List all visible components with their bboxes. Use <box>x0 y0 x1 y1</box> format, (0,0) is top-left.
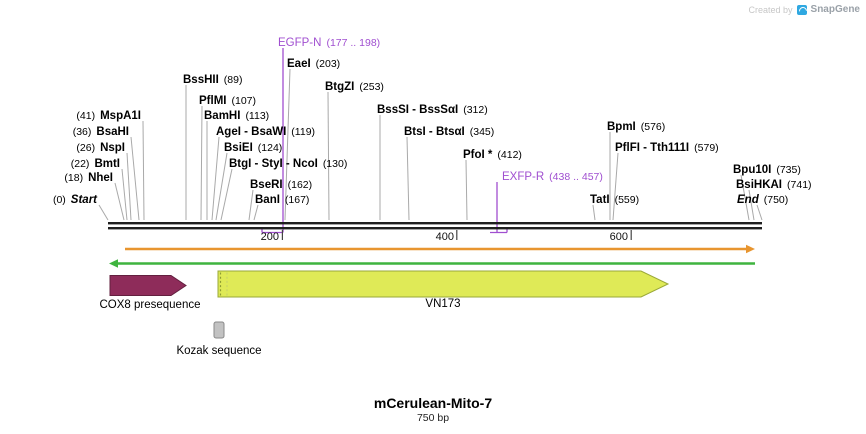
site-label-bsihkai[interactable]: BsiHKAI (741) <box>736 179 812 191</box>
site-label-agei-bsawi[interactable]: AgeI - BsaWI (119) <box>216 126 316 138</box>
primer-name: EXFP-R <box>502 171 545 183</box>
site-label-btsi[interactable]: BtsI - BtsαI (345) <box>404 126 495 138</box>
cox8-presequence-arrow[interactable] <box>109 275 187 296</box>
site-label-mspa1i[interactable]: (41) MspA1I <box>76 110 141 122</box>
site-label-bamhi[interactable]: BamHI (113) <box>204 110 270 122</box>
primer-range: (438 .. 457) <box>549 171 603 183</box>
site-label-tati[interactable]: TatI (559) <box>590 194 640 206</box>
ruler-label-600: 600 <box>609 231 628 243</box>
leader-lines <box>98 68 763 221</box>
snapgene-logo-icon <box>796 4 807 15</box>
site-label-bmti[interactable]: (22) BmtI <box>70 158 120 170</box>
primer-label-exfp-r[interactable]: EXFP-R (438 .. 457) <box>502 169 603 184</box>
primer-label-egfp-n[interactable]: EGFP-N (177 .. 198) <box>278 35 380 50</box>
kozak-sequence-box[interactable] <box>213 321 225 339</box>
orf-arrow-forward[interactable] <box>125 244 755 254</box>
watermark-brand: SnapGene <box>810 4 860 15</box>
primer-name: EGFP-N <box>278 37 322 49</box>
site-label-bsahi[interactable]: (36) BsaHI <box>72 126 129 138</box>
cox8-presequence-label[interactable]: COX8 presequence <box>99 299 201 311</box>
site-label-bseri[interactable]: BseRI (162) <box>250 179 313 191</box>
site-label-nspi[interactable]: (26) NspI <box>76 142 125 154</box>
site-label-start[interactable]: (0) Start <box>52 194 97 206</box>
vn173-label[interactable]: VN173 <box>425 298 461 310</box>
site-label-pfoi[interactable]: PfoI * (412) <box>463 149 522 161</box>
ruler-ticks <box>281 230 632 240</box>
map-length: 750 bp <box>416 412 450 424</box>
map-title: mCerulean-Mito-7 <box>373 395 493 411</box>
primer-range: (177 .. 198) <box>326 37 381 49</box>
site-label-bpu10i[interactable]: Bpu10I (735) <box>733 164 801 176</box>
site-label-btgi-styi-ncoi[interactable]: BtgI - StyI - NcoI (130) <box>229 158 348 170</box>
site-label-pflfi-tth111i[interactable]: PflFI - Tth111I (579) <box>615 142 719 154</box>
watermark-created-by: Created by <box>748 4 793 15</box>
ruler-label-400: 400 <box>435 231 454 243</box>
site-label-end[interactable]: End (750) <box>737 194 789 206</box>
ruler-label-200: 200 <box>260 231 279 243</box>
orf-arrow-reverse[interactable] <box>109 259 755 268</box>
site-label-btgzi[interactable]: BtgZI (253) <box>325 81 384 93</box>
primer-exfp-r-glyph[interactable] <box>490 182 508 234</box>
kozak-sequence-label[interactable]: Kozak sequence <box>176 345 262 357</box>
site-label-nhei[interactable]: (18) NheI <box>64 172 113 184</box>
watermark: Created by SnapGene <box>749 4 861 15</box>
site-label-pflmi[interactable]: PflMI (107) <box>199 95 256 107</box>
sequence-line <box>108 222 762 230</box>
vn173-arrow[interactable] <box>217 270 670 298</box>
site-label-bsssi[interactable]: BssSI - BssSαI (312) <box>377 104 488 116</box>
site-label-bsshii[interactable]: BssHII (89) <box>183 74 243 86</box>
site-label-bsiei[interactable]: BsiEI (124) <box>224 142 283 154</box>
site-label-bani[interactable]: BanI (167) <box>255 194 310 206</box>
site-label-eaei[interactable]: EaeI (203) <box>287 58 341 70</box>
site-label-bpmi[interactable]: BpmI (576) <box>607 121 666 133</box>
